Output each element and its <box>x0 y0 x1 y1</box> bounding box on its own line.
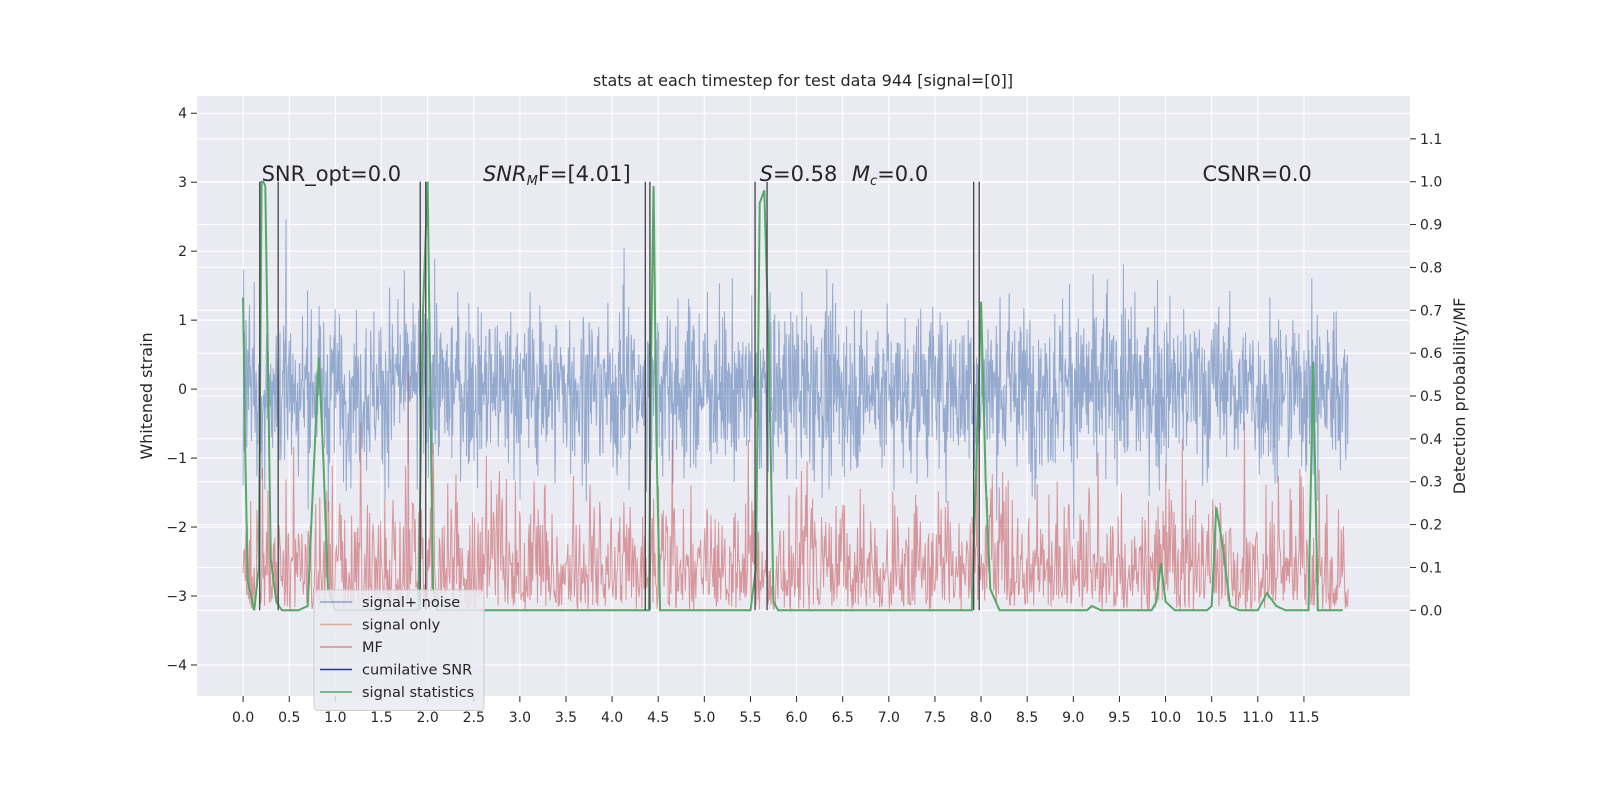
x-tick-label: 2.0 <box>416 710 438 726</box>
y-tick-label: −1 <box>166 451 187 467</box>
x-tick-label: 9.0 <box>1062 710 1084 726</box>
x-tick-label: 2.5 <box>463 710 485 726</box>
annotation-text: SNR_opt=0.0 <box>262 162 402 187</box>
y-right-tick-label: 0.3 <box>1420 475 1442 491</box>
y-right-tick-label: 0.7 <box>1420 303 1442 319</box>
legend: signal+ noise signal only MF cumilative SNR… <box>313 589 485 711</box>
x-tick-label: 3.0 <box>509 710 531 726</box>
y-tick-label: −4 <box>166 658 187 674</box>
x-tick-label: 4.0 <box>601 710 623 726</box>
x-tick-label: 4.5 <box>647 710 669 726</box>
x-tick-label: 5.0 <box>693 710 715 726</box>
y-tick-label: 1 <box>178 313 187 329</box>
x-tick-label: 1.0 <box>324 710 346 726</box>
y-right-tick-label: 0.2 <box>1420 518 1442 534</box>
y-tick-label: 3 <box>178 175 187 191</box>
x-tick-label: 10.5 <box>1196 710 1227 726</box>
annotation-text: S=0.58 <box>760 162 838 186</box>
x-tick-label: 6.5 <box>832 710 854 726</box>
series-layer <box>242 180 1349 612</box>
x-tick-label: 6.0 <box>785 710 807 726</box>
annotation-text: Mc=0.0 <box>852 162 928 189</box>
y-axis-label: Whitened strain <box>137 332 156 459</box>
x-tick-label: 0.0 <box>232 710 254 726</box>
legend-entry: MF <box>362 640 383 656</box>
y-right-tick-label: 0.5 <box>1420 389 1442 405</box>
y-axis-right: 1.1 1.0 0.9 0.8 0.7 0.6 0.5 0.4 0.3 0.2 0.1 0.0 <box>1410 132 1442 619</box>
y-axis-left: 4 3 2 1 0 −1 −2 −3 −4 <box>166 106 197 674</box>
legend-entry: signal statistics <box>362 685 474 701</box>
annotation-text: CSNR=0.0 <box>1202 162 1311 186</box>
y-axis-right-label: Detection probability/MF <box>1450 298 1469 495</box>
y-right-tick-label: 1.1 <box>1420 132 1442 148</box>
y-tick-label: 2 <box>178 244 187 260</box>
x-tick-label: 11.5 <box>1288 710 1319 726</box>
x-tick-label: 7.0 <box>878 710 900 726</box>
y-right-tick-label: 0.1 <box>1420 560 1442 576</box>
y-right-tick-label: 0.9 <box>1420 218 1442 234</box>
y-right-tick-label: 0.6 <box>1420 346 1442 362</box>
x-axis: 0.0 0.5 1.0 1.5 2.0 2.5 3.0 3.5 4.0 4.5 5.0 5.5 6.0 6… <box>232 696 1320 726</box>
legend-box <box>313 589 485 711</box>
y-right-tick-label: 0.0 <box>1420 603 1442 619</box>
x-tick-label: 1.5 <box>370 710 392 726</box>
x-tick-label: 5.5 <box>739 710 761 726</box>
x-tick-label: 10.0 <box>1150 710 1181 726</box>
annotation-text: SNRMF=[4.01] <box>483 162 631 189</box>
series-mf-line <box>242 372 1349 611</box>
y-tick-label: −2 <box>166 520 187 536</box>
y-right-tick-label: 0.8 <box>1420 260 1442 276</box>
y-tick-label: 0 <box>178 382 187 398</box>
x-tick-label: 11.0 <box>1242 710 1273 726</box>
legend-entry: cumilative SNR <box>362 663 472 679</box>
annotations: SNR_opt=0.0 SNRMF=[4.01] S=0.58 Mc=0.0 CSNR=… <box>262 162 1312 189</box>
x-tick-label: 0.5 <box>278 710 300 726</box>
x-tick-label: 7.5 <box>924 710 946 726</box>
series-signal-statistics-line <box>242 180 1343 612</box>
y-right-tick-label: 1.0 <box>1420 175 1442 191</box>
series-signal-noise-line <box>242 219 1349 540</box>
chart-title: stats at each timestep for test data 944… <box>593 71 1013 90</box>
y-tick-label: 4 <box>178 106 187 122</box>
x-tick-label: 3.5 <box>555 710 577 726</box>
x-tick-label: 8.5 <box>1016 710 1038 726</box>
legend-entry: signal only <box>362 618 441 634</box>
y-right-tick-label: 0.4 <box>1420 432 1442 448</box>
x-tick-label: 8.0 <box>970 710 992 726</box>
legend-entry: signal+ noise <box>362 595 460 611</box>
y-tick-label: −3 <box>166 589 187 605</box>
x-tick-label: 9.5 <box>1108 710 1130 726</box>
